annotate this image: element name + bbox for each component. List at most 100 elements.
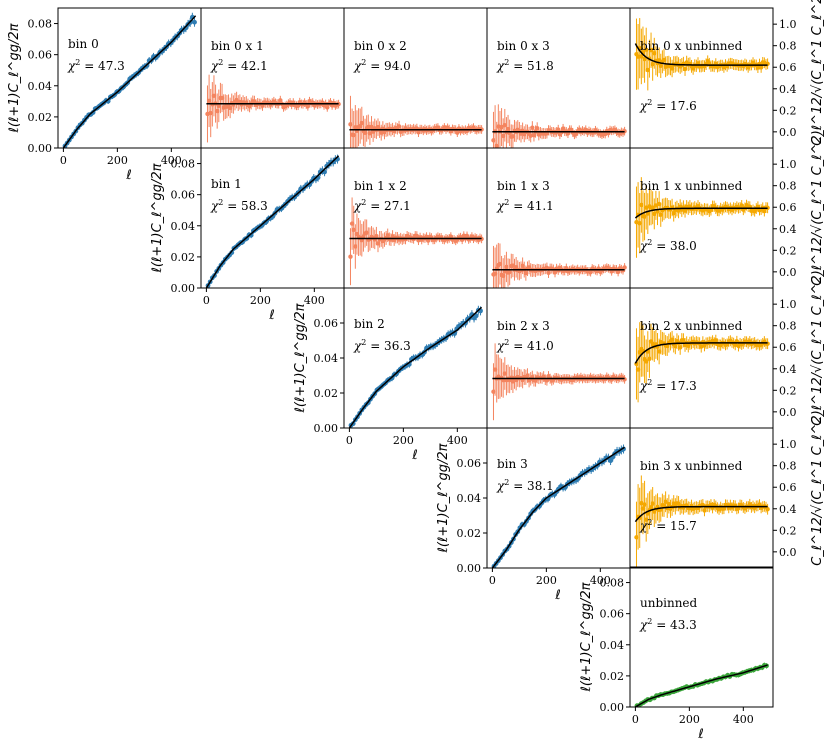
data-point bbox=[650, 62, 655, 67]
panel-label: unbinned bbox=[640, 596, 698, 610]
model-curve bbox=[491, 446, 625, 568]
data-point bbox=[348, 254, 353, 259]
data-point bbox=[682, 66, 688, 72]
panel-frame bbox=[629, 566, 774, 708]
y-tick-label: 0.00 bbox=[28, 142, 53, 155]
data-point bbox=[530, 125, 535, 130]
data-point bbox=[502, 123, 508, 128]
data-point bbox=[739, 203, 744, 208]
data-point bbox=[669, 337, 675, 342]
panel-frame bbox=[486, 287, 631, 429]
panel-label: bin 1 bbox=[211, 177, 242, 191]
y-tick-label: 0.2 bbox=[779, 244, 797, 257]
plot-area-bin1xU bbox=[634, 177, 770, 258]
chi2-label: χ2 = 43.3 bbox=[639, 617, 697, 632]
data-point bbox=[642, 214, 647, 219]
panel-label: bin 2 bbox=[354, 317, 385, 331]
y-tick-label: 0.2 bbox=[779, 524, 797, 537]
y-tick-label: 0.4 bbox=[779, 223, 797, 236]
data-point bbox=[494, 143, 499, 148]
y-tick-label: 0.02 bbox=[600, 670, 625, 683]
data-point bbox=[500, 273, 506, 278]
panel-frame bbox=[200, 7, 345, 149]
data-point bbox=[643, 517, 649, 522]
panel-bin0x3: bin 0 x 3 χ2 = 51.8 bbox=[486, 7, 631, 149]
data-point bbox=[608, 458, 613, 464]
plot-area-bin0x3 bbox=[491, 104, 627, 148]
model-curve bbox=[62, 15, 197, 148]
panel-bin3xU: bin 3 x unbinned χ2 = 15.7 0.0 0.2 0.4 0.6 0.8… bbox=[629, 410, 825, 569]
data-point bbox=[219, 95, 225, 101]
panel-label: bin 1 x unbinned bbox=[640, 179, 743, 193]
panel-unbinned: unbinned χ2 = 43.3 0.00 0.02 0.04 0.06 0.08 0 20… bbox=[579, 566, 774, 742]
data-point bbox=[648, 48, 654, 53]
plot-area-bin2 bbox=[348, 305, 483, 428]
x-axis-label: ℓ bbox=[554, 588, 560, 603]
x-tick-label: 200 bbox=[536, 574, 557, 587]
y-tick-label: 0.04 bbox=[171, 220, 196, 233]
data-point bbox=[528, 133, 533, 138]
data-point bbox=[652, 51, 657, 56]
data-point bbox=[385, 233, 390, 238]
x-axis-label: ℓ bbox=[125, 168, 131, 183]
data-point bbox=[656, 201, 662, 207]
y-tick-label: 0.6 bbox=[779, 481, 797, 494]
x-tick-label: 0 bbox=[203, 294, 210, 307]
model-curve bbox=[634, 342, 768, 364]
data-point bbox=[640, 506, 646, 511]
ratio-axis-label: C_ℓ^12/√(C_ℓ^1 C_ℓ^2) bbox=[810, 130, 825, 286]
y-tick-label: 0.2 bbox=[779, 104, 797, 117]
data-point bbox=[353, 244, 358, 249]
data-point bbox=[507, 269, 512, 275]
y-tick-label: 0.04 bbox=[314, 352, 339, 365]
data-point bbox=[652, 211, 657, 217]
panel-label: bin 2 x 3 bbox=[497, 319, 550, 333]
x-tick-label: 400 bbox=[590, 574, 611, 587]
x-tick-label: 200 bbox=[679, 713, 700, 726]
plot-area-bin1x2 bbox=[348, 197, 484, 286]
data-point bbox=[375, 241, 381, 246]
data-point bbox=[305, 104, 311, 109]
panel-label: bin 0 x unbinned bbox=[640, 39, 743, 53]
y-tick-label: 0.4 bbox=[779, 503, 797, 516]
chi2-label: χ2 = 15.7 bbox=[639, 518, 697, 533]
data-point bbox=[278, 98, 283, 103]
data-point bbox=[661, 57, 667, 63]
data-point bbox=[492, 271, 498, 276]
data-point bbox=[211, 93, 217, 99]
y-tick-label: 0.8 bbox=[779, 180, 797, 193]
data-point bbox=[523, 270, 529, 276]
data-point bbox=[252, 99, 257, 104]
x-tick-label: 200 bbox=[250, 294, 271, 307]
data-point bbox=[396, 124, 402, 129]
data-point bbox=[325, 105, 330, 110]
x-tick-label: 0 bbox=[489, 574, 496, 587]
data-point bbox=[682, 208, 688, 213]
data-point bbox=[192, 19, 197, 25]
data-point bbox=[531, 132, 537, 138]
y-tick-label: 0.0 bbox=[779, 266, 797, 279]
data-point bbox=[544, 378, 550, 383]
panel-bin1: bin 1 χ2 = 58.3 0.00 0.02 0.04 0.06 0.08 0 200 40… bbox=[150, 147, 345, 323]
y-tick-label: 1.0 bbox=[779, 438, 797, 451]
data-point bbox=[556, 127, 561, 132]
y-axis-label: ℓ(ℓ+1)C_ℓ^gg/2π bbox=[579, 582, 594, 692]
panel-frame bbox=[629, 7, 774, 149]
data-point bbox=[351, 132, 356, 138]
y-axis-label: ℓ(ℓ+1)C_ℓ^gg/2π bbox=[150, 163, 165, 273]
data-point bbox=[642, 502, 647, 507]
data-point bbox=[374, 233, 379, 239]
data-point bbox=[455, 130, 460, 135]
y-tick-label: 0.6 bbox=[779, 201, 797, 214]
data-point bbox=[765, 507, 770, 512]
data-point bbox=[349, 221, 355, 226]
plot-area-bin0x2 bbox=[348, 95, 484, 148]
y-tick-label: 0.00 bbox=[314, 422, 339, 435]
model-curve bbox=[205, 155, 340, 288]
panel-label: bin 3 bbox=[497, 457, 528, 471]
panel-label: bin 0 bbox=[68, 37, 99, 51]
chi2-label: χ2 = 27.1 bbox=[353, 198, 411, 213]
data-point bbox=[510, 134, 516, 139]
data-point bbox=[702, 508, 707, 513]
